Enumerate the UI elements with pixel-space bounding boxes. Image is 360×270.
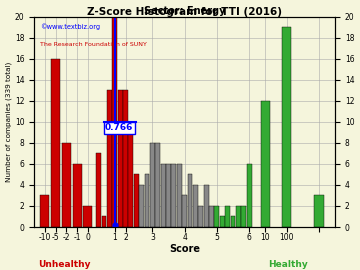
Bar	[139, 185, 144, 227]
Bar	[182, 195, 187, 227]
Bar	[62, 143, 71, 227]
Bar	[236, 206, 241, 227]
Bar	[193, 185, 198, 227]
Bar	[261, 101, 270, 227]
X-axis label: Score: Score	[169, 244, 200, 254]
Bar	[225, 206, 230, 227]
Bar	[188, 174, 193, 227]
Y-axis label: Number of companies (339 total): Number of companies (339 total)	[5, 62, 12, 182]
Bar	[40, 195, 49, 227]
Bar	[102, 217, 107, 227]
Bar	[241, 206, 246, 227]
Bar	[129, 132, 133, 227]
Title: Z-Score Histogram for TTI (2016): Z-Score Histogram for TTI (2016)	[87, 6, 282, 16]
Text: Sector: Energy: Sector: Energy	[144, 6, 225, 16]
Bar	[215, 206, 219, 227]
Bar	[166, 164, 171, 227]
Text: ©www.textbiz.org: ©www.textbiz.org	[40, 23, 100, 30]
Bar	[96, 153, 101, 227]
Text: Unhealthy: Unhealthy	[39, 260, 91, 269]
Bar	[145, 174, 149, 227]
Bar	[282, 27, 291, 227]
Text: 0.766: 0.766	[105, 123, 134, 132]
Bar	[118, 90, 122, 227]
Text: Healthy: Healthy	[268, 260, 308, 269]
Bar	[231, 217, 235, 227]
Bar	[171, 164, 176, 227]
Bar	[112, 16, 117, 227]
Bar	[204, 185, 208, 227]
Bar	[177, 164, 182, 227]
Bar	[123, 90, 128, 227]
Bar	[51, 59, 60, 227]
Bar	[73, 164, 82, 227]
Bar	[161, 164, 166, 227]
Bar	[198, 206, 203, 227]
Bar	[314, 195, 324, 227]
Bar	[150, 143, 155, 227]
Bar	[107, 90, 112, 227]
Bar	[220, 217, 225, 227]
Bar	[156, 143, 160, 227]
Text: The Research Foundation of SUNY: The Research Foundation of SUNY	[40, 42, 147, 47]
Bar	[84, 206, 93, 227]
Bar	[247, 164, 252, 227]
Bar	[134, 174, 139, 227]
Bar	[209, 206, 214, 227]
